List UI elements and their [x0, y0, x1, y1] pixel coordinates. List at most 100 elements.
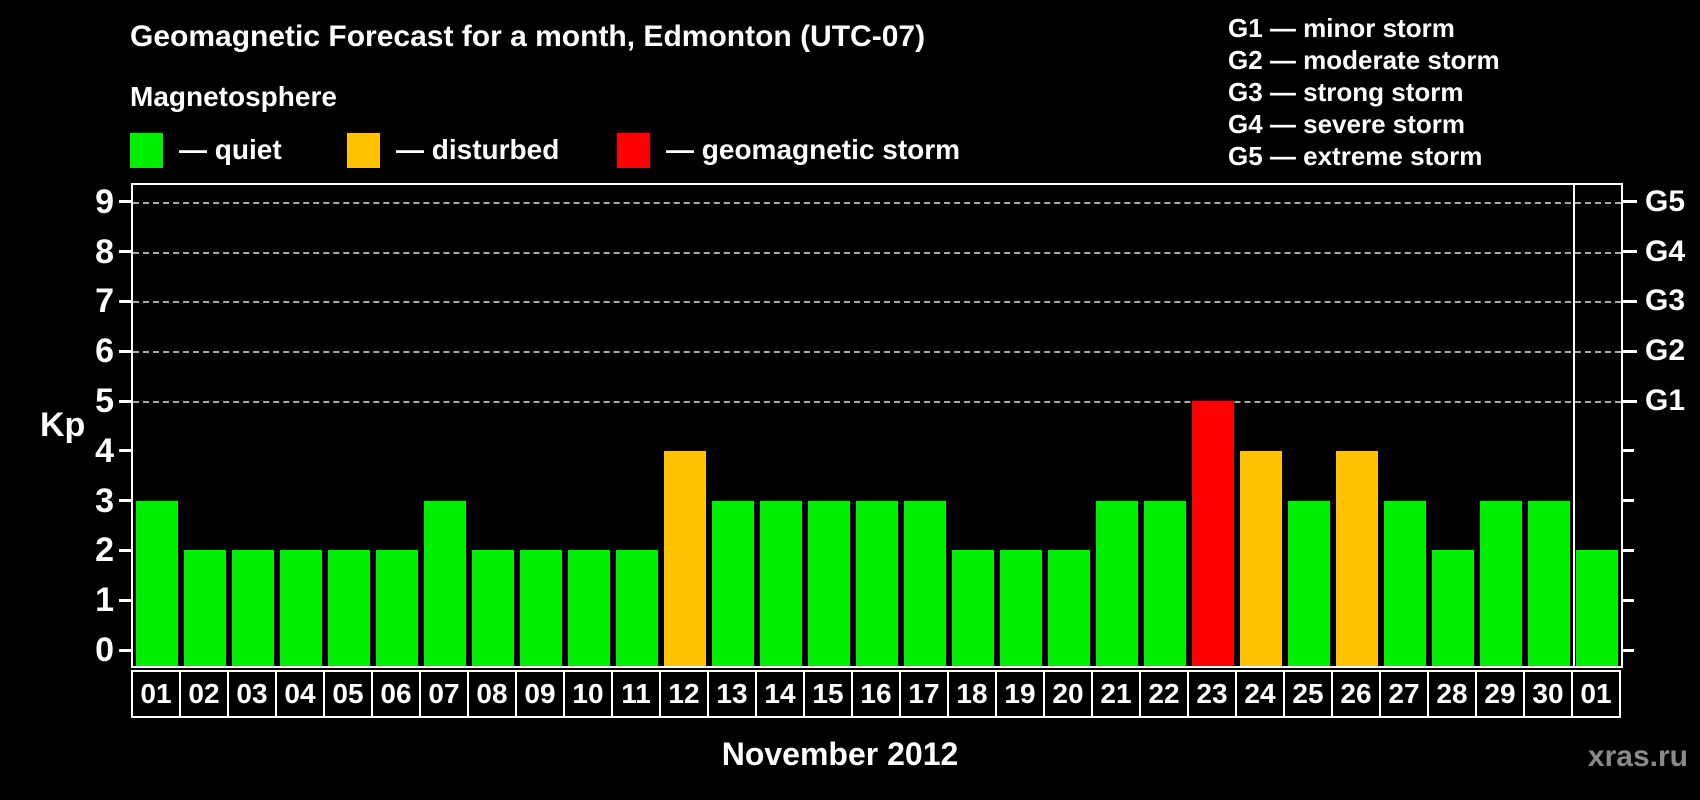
day-label-26: 26 — [1331, 670, 1381, 718]
kp-bar-day-18 — [952, 550, 994, 666]
day-label-09: 09 — [515, 670, 565, 718]
kp-bar-day-24 — [1240, 450, 1282, 666]
kp-bar-day-27 — [1384, 500, 1426, 666]
day-label-29: 29 — [1475, 670, 1525, 718]
right-tick-9 — [1623, 200, 1637, 204]
gridline-kp-5 — [133, 401, 1621, 403]
g-scale-label-g4: G4 — [1645, 234, 1686, 268]
day-label-28: 28 — [1427, 670, 1477, 718]
right-tick-7 — [1623, 299, 1637, 303]
left-tick-2 — [119, 548, 131, 552]
kp-bar-day-01 — [136, 500, 178, 666]
day-label-25: 25 — [1283, 670, 1333, 718]
kp-bar-day-22 — [1144, 500, 1186, 666]
right-tick-0 — [1623, 648, 1634, 652]
left-tick-5 — [119, 399, 131, 403]
plot-area — [131, 183, 1623, 668]
g-legend-line-g5: G5 — extreme storm — [1228, 141, 1483, 171]
left-tick-6 — [119, 349, 131, 353]
kp-bar-day-20 — [1048, 550, 1090, 666]
kp-bar-day-10 — [568, 550, 610, 666]
y-tick-label-5: 5 — [95, 382, 114, 420]
kp-bar-day-12 — [664, 450, 706, 666]
gridline-kp-9 — [133, 201, 1621, 204]
day-label-07: 07 — [419, 670, 469, 718]
kp-bar-day-04 — [280, 550, 322, 666]
chart-title: Geomagnetic Forecast for a month, Edmont… — [130, 20, 926, 53]
kp-bar-day-09 — [520, 550, 562, 666]
day-label-30: 30 — [1523, 670, 1573, 718]
g-scale-label-g1: G1 — [1645, 384, 1686, 417]
legend-label-quiet: — quiet — [179, 134, 282, 165]
left-tick-0 — [119, 648, 131, 652]
watermark-text: xras.ru — [1587, 740, 1688, 773]
day-label-27: 27 — [1379, 670, 1429, 718]
day-label-14: 14 — [755, 670, 805, 718]
kp-bar-day-07 — [424, 500, 466, 666]
g-scale-label-g5: G5 — [1645, 184, 1686, 218]
left-tick-8 — [119, 250, 131, 254]
day-labels-row: 01 02 03 04 05 06 07 08 09 10 11 12 13 14 15 16 17 18 19 20… — [131, 670, 1623, 718]
day-label-10: 10 — [563, 670, 613, 718]
quiet-color-swatch — [130, 132, 163, 168]
kp-bar-day-03 — [232, 550, 274, 666]
kp-bar-day-21 — [1096, 500, 1138, 666]
kp-bar-day-23 — [1192, 401, 1234, 666]
g-scale-legend: G1 — minor storm G2 — moderate storm G3 … — [1228, 12, 1500, 172]
y-tick-label-8: 8 — [95, 232, 114, 271]
g-legend-line-g1: G1 — minor storm — [1228, 13, 1455, 43]
disturbed-color-swatch — [347, 132, 380, 168]
storm-color-swatch — [617, 132, 650, 168]
day-label-21: 21 — [1091, 670, 1141, 718]
y-axis-label-kp: Kp — [40, 406, 86, 444]
day-label-19: 19 — [995, 670, 1045, 718]
g-scale-label-g2: G2 — [1645, 334, 1686, 368]
day-label-18: 18 — [947, 670, 997, 718]
day-label-01: 01 — [131, 670, 181, 718]
y-tick-label-2: 2 — [95, 531, 114, 570]
y-tick-label-7: 7 — [95, 282, 114, 321]
left-tick-9 — [119, 200, 131, 204]
day-label-03: 03 — [227, 670, 277, 718]
kp-bar-day-06 — [376, 550, 418, 666]
kp-bar-day-13 — [712, 500, 754, 666]
legend-item-disturbed: — disturbed — [347, 132, 559, 168]
legend-label-disturbed: — disturbed — [396, 134, 560, 165]
legend-item-quiet: — quiet — [130, 132, 282, 168]
kp-bar-day-28 — [1432, 550, 1474, 666]
right-tick-2 — [1623, 548, 1634, 552]
day-label-17: 17 — [899, 670, 949, 718]
x-axis-month-label: November 2012 — [721, 736, 959, 772]
day-label-08: 08 — [467, 670, 517, 718]
legend-label-storm: — geomagnetic storm — [666, 134, 961, 165]
right-tick-3 — [1623, 499, 1634, 503]
kp-bar-day-29 — [1480, 500, 1522, 666]
g-legend-line-g4: G4 — severe storm — [1228, 109, 1466, 139]
kp-bar-day-30 — [1528, 500, 1570, 666]
kp-bar-day-01 — [1576, 550, 1618, 666]
right-tick-4 — [1623, 449, 1634, 453]
g-legend-line-g3: G3 — strong storm — [1228, 77, 1464, 107]
y-tick-label-0: 0 — [95, 631, 114, 669]
left-tick-4 — [119, 449, 131, 453]
day-label-04: 04 — [275, 670, 325, 718]
y-tick-label-4: 4 — [95, 431, 114, 470]
left-tick-7 — [119, 299, 131, 303]
gridline-kp-8 — [133, 251, 1621, 254]
kp-bar-day-05 — [328, 550, 370, 666]
right-tick-8 — [1623, 250, 1637, 254]
day-label-next-01: 01 — [1571, 670, 1621, 718]
day-label-05: 05 — [323, 670, 373, 718]
day-label-23: 23 — [1187, 670, 1237, 718]
right-tick-5 — [1623, 399, 1637, 403]
gridline-kp-6 — [133, 351, 1621, 354]
day-label-02: 02 — [179, 670, 229, 718]
kp-bar-day-14 — [760, 500, 802, 666]
chart-subtitle: Magnetosphere — [130, 81, 337, 112]
g-scale-label-g3: G3 — [1645, 284, 1686, 318]
day-label-13: 13 — [707, 670, 757, 718]
day-label-22: 22 — [1139, 670, 1189, 718]
kp-bar-day-17 — [904, 500, 946, 666]
y-tick-label-3: 3 — [95, 481, 114, 520]
